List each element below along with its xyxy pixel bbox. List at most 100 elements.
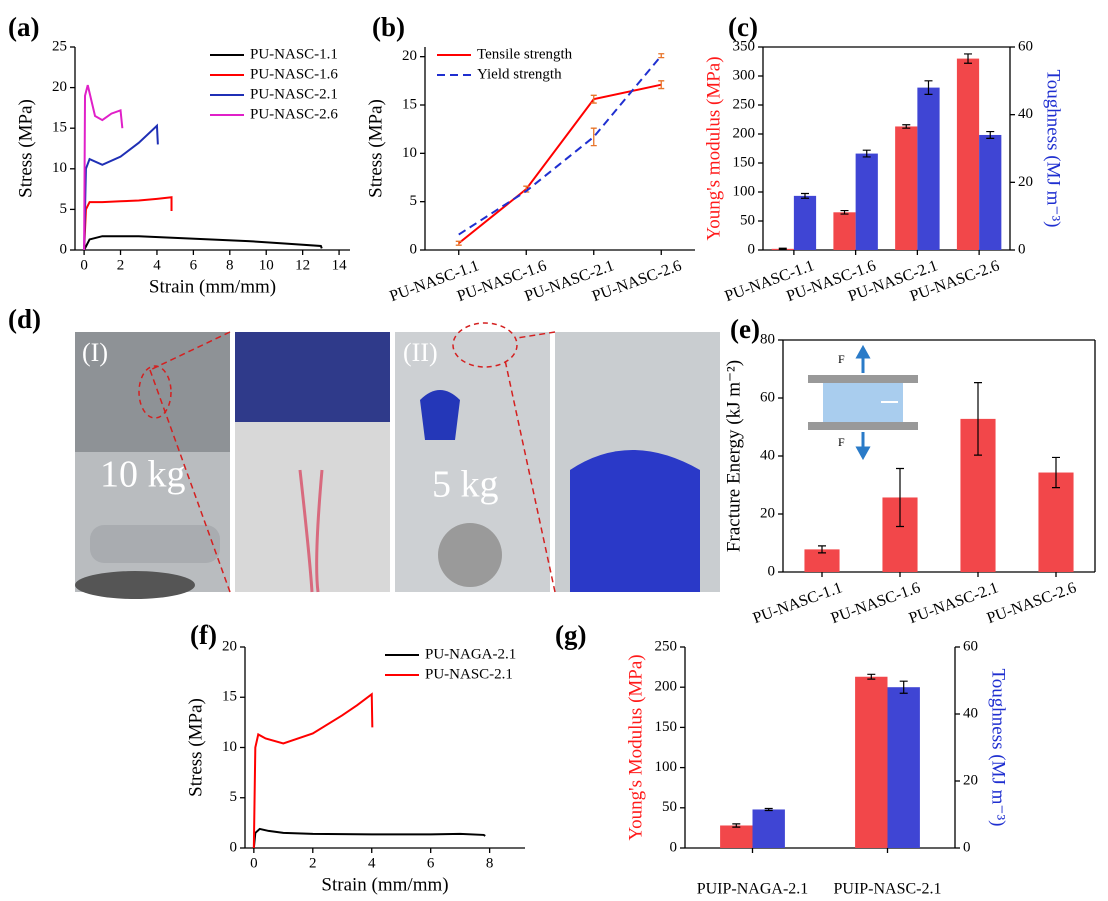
error-bar xyxy=(862,149,871,158)
bar xyxy=(887,687,920,848)
y-tick-label: 10 xyxy=(52,160,67,176)
legend-label: PU-NASC-2.6 xyxy=(250,106,338,122)
inset-arrow xyxy=(855,344,871,373)
x-tick-label: 0 xyxy=(80,257,88,273)
y-tick-label: 0 xyxy=(410,241,418,257)
y-tick-label: 50 xyxy=(662,799,677,815)
inset-label: F xyxy=(838,352,845,366)
y2-tick-label: 0 xyxy=(1018,241,1026,257)
inset-plate xyxy=(808,375,918,383)
x-tick-label: PUIP-NASC-2.1 xyxy=(833,881,941,898)
y-tick-label: 10 xyxy=(222,739,237,755)
panel-label: (d) xyxy=(8,304,41,334)
y-tick-label: 200 xyxy=(733,125,756,141)
y-tick-label: 5 xyxy=(410,193,418,209)
photo-label: 10 kg xyxy=(100,454,186,496)
zoom-circle xyxy=(452,322,518,368)
y-tick-label: 0 xyxy=(670,839,678,855)
y-tick-label: 60 xyxy=(760,389,775,405)
inset-label: F xyxy=(838,435,845,449)
x-tick-label: 2 xyxy=(117,257,125,273)
x-axis-label: Strain (mm/mm) xyxy=(149,276,276,297)
error-bar xyxy=(986,130,995,139)
y-axis-label: Fracture Energy (kJ m⁻²) xyxy=(723,360,744,552)
y-tick-label: 20 xyxy=(222,638,237,654)
error-bar xyxy=(800,192,809,199)
panel-label: (c) xyxy=(728,12,758,42)
y2-tick-label: 20 xyxy=(963,772,978,788)
glove xyxy=(420,390,460,440)
bar xyxy=(979,134,1002,250)
y-tick-label: 20 xyxy=(52,79,67,95)
y-tick-label: 15 xyxy=(402,96,417,112)
line xyxy=(83,235,323,251)
y-tick-label: 0 xyxy=(60,241,68,257)
y-tick-label: 150 xyxy=(655,719,678,735)
photo-label: (II) xyxy=(403,338,438,367)
y2-tick-label: 40 xyxy=(963,705,978,721)
x-tick-label: 6 xyxy=(427,855,435,871)
error-bar xyxy=(974,382,982,456)
x-tick-label: 8 xyxy=(226,257,234,273)
y-tick-label: 15 xyxy=(222,689,237,705)
y-axis-label: Stress (MPa) xyxy=(15,99,36,198)
line xyxy=(83,123,159,251)
panel-label: (g) xyxy=(555,620,586,650)
error-bar xyxy=(732,823,741,828)
photo-panel: (d) (I) 10 kg (II) 5 kg xyxy=(8,304,720,599)
zoom-line xyxy=(504,331,556,593)
y2-tick-label: 60 xyxy=(963,638,978,654)
x-tick-label: PUIP-NAGA-2.1 xyxy=(697,881,809,898)
y-tick-label: 250 xyxy=(733,96,756,112)
y-tick-label: 20 xyxy=(760,505,775,521)
bar xyxy=(855,676,888,848)
line xyxy=(458,55,663,236)
bar xyxy=(804,549,840,572)
x-tick-label: 2 xyxy=(309,855,317,871)
line xyxy=(83,196,173,251)
x-tick-label: 4 xyxy=(368,855,376,871)
legend-label: Yield strength xyxy=(477,66,562,82)
panel-label: (f) xyxy=(190,620,217,650)
error-bar xyxy=(778,247,787,251)
y-tick-label: 250 xyxy=(655,638,678,654)
photo-bg xyxy=(75,332,230,452)
y-tick-label: 5 xyxy=(60,201,68,217)
error-bar xyxy=(902,124,911,129)
dumbbell xyxy=(90,525,220,563)
y-tick-label: 100 xyxy=(733,183,756,199)
error-bar xyxy=(658,80,665,90)
legend-label: PU-NASC-1.6 xyxy=(250,66,338,82)
error-bar xyxy=(455,240,462,246)
error-bar xyxy=(840,209,849,215)
glove xyxy=(570,450,700,592)
y-tick-label: 350 xyxy=(733,38,756,54)
y2-tick-label: 20 xyxy=(1018,174,1033,190)
y-tick-label: 25 xyxy=(52,38,67,54)
x-tick-label: 0 xyxy=(250,855,258,871)
error-bar xyxy=(899,680,908,694)
x-tick-label: PU-NASC-2.1 xyxy=(907,579,1001,627)
line xyxy=(83,84,124,251)
y-tick-label: 20 xyxy=(402,48,417,64)
legend-label: PU-NASC-2.1 xyxy=(250,86,338,102)
y2-tick-label: 0 xyxy=(963,839,971,855)
y2-tick-label: 40 xyxy=(1018,106,1033,122)
y-tick-label: 300 xyxy=(733,67,756,83)
x-tick-label: PU-NASC-1.1 xyxy=(751,579,845,627)
y2-axis-label: Toughness (MJ m⁻³) xyxy=(1043,70,1064,228)
legend-label: PU-NASC-1.1 xyxy=(250,46,338,62)
error-bar xyxy=(896,467,904,528)
y-tick-label: 50 xyxy=(740,212,755,228)
line xyxy=(458,83,662,245)
bar xyxy=(895,126,918,250)
error-bar xyxy=(590,94,597,104)
x-tick-label: 8 xyxy=(486,855,494,871)
y2-tick-label: 60 xyxy=(1018,38,1033,54)
y-tick-label: 0 xyxy=(230,839,238,855)
photo-label: 5 kg xyxy=(432,464,499,506)
photo-label: (I) xyxy=(82,338,108,367)
bar xyxy=(752,809,785,848)
bar xyxy=(833,212,856,250)
y2-axis-label: Toughness (MJ m⁻³) xyxy=(988,669,1009,827)
